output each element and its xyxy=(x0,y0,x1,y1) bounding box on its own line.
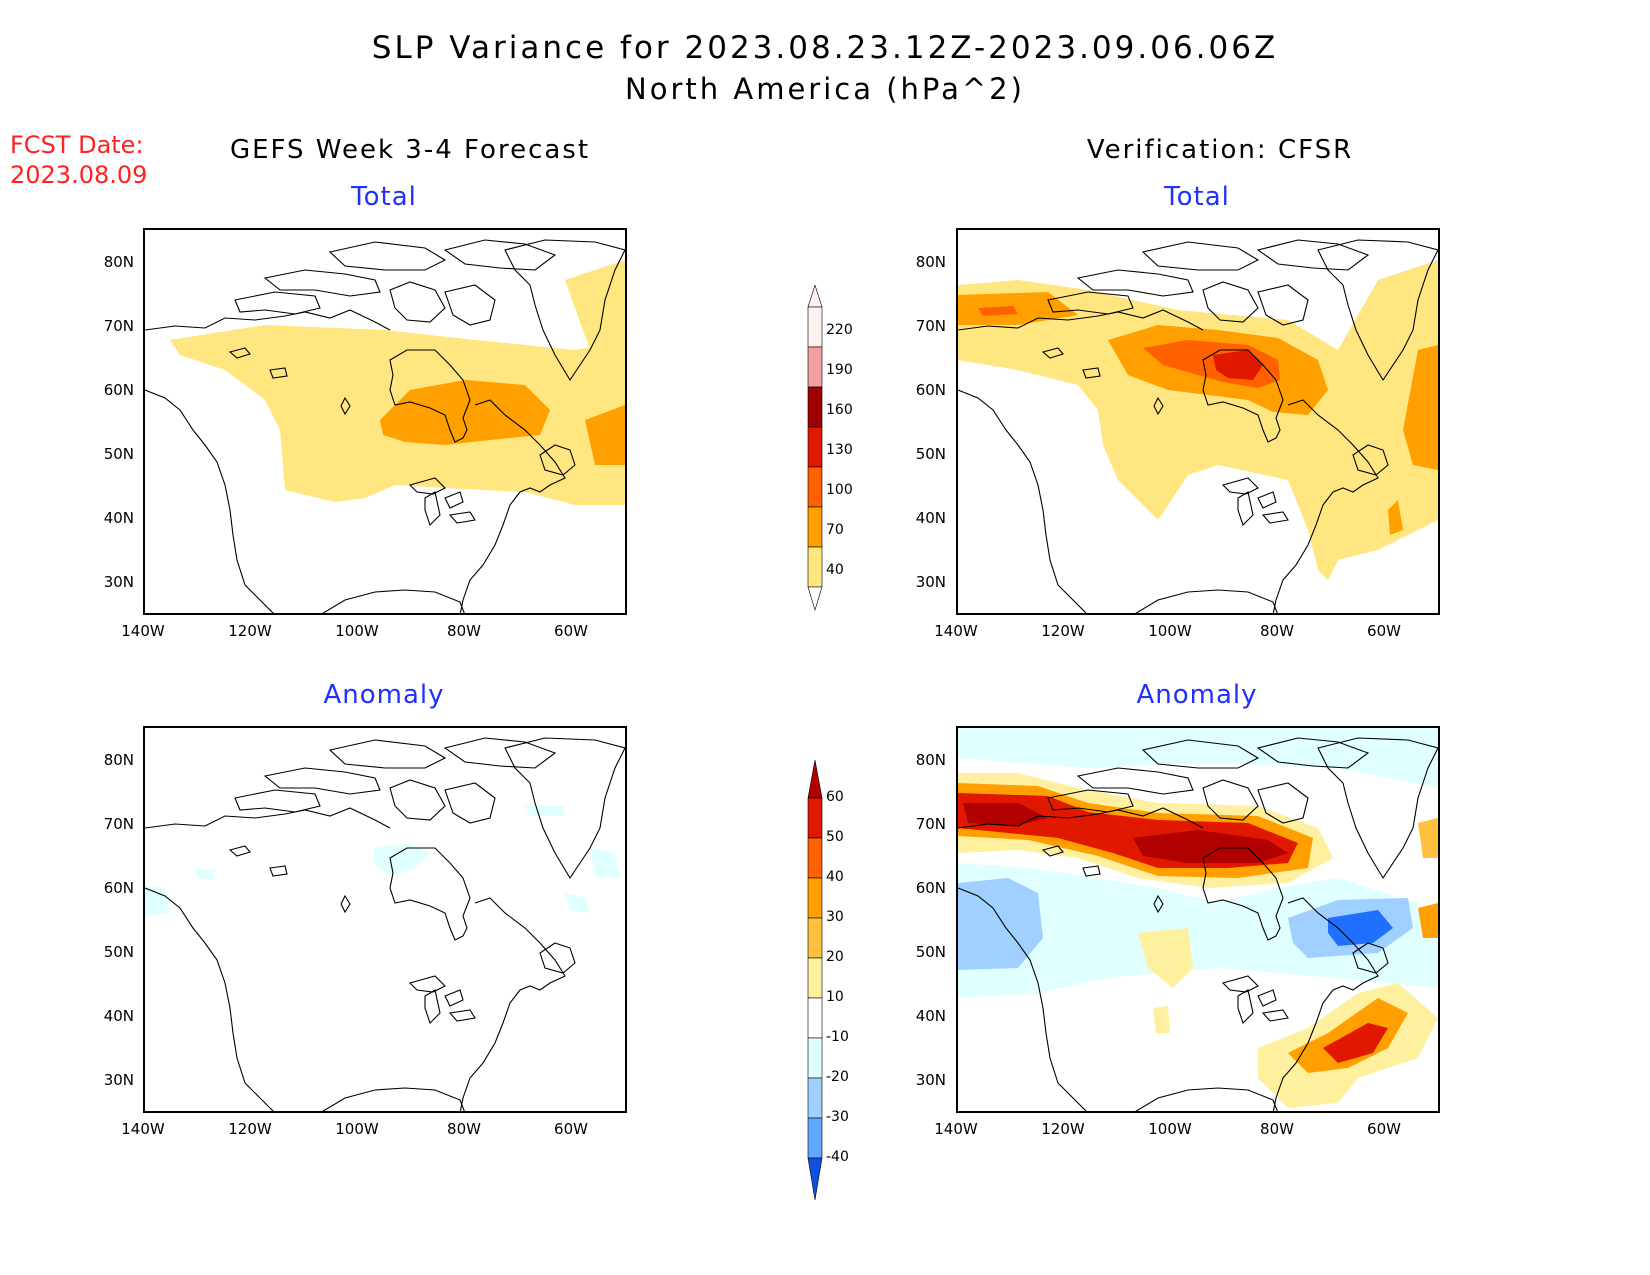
lat-label: 30N xyxy=(915,573,946,591)
lon-label: 80W xyxy=(447,622,481,640)
lat-label: 30N xyxy=(915,1071,946,1089)
fcst-date-value: 2023.08.09 xyxy=(10,161,148,189)
forecast-total-map xyxy=(143,228,627,615)
lon-label: 140W xyxy=(934,1120,978,1138)
colorbar-tick: 130 xyxy=(826,442,853,458)
colorbar-tick: 190 xyxy=(826,362,853,378)
lon-label: 100W xyxy=(1148,622,1192,640)
lat-label: 40N xyxy=(103,1007,134,1025)
lon-label: 100W xyxy=(335,1120,379,1138)
colorbar-tick: 20 xyxy=(826,949,844,965)
chart-subtitle: North America (hPa^2) xyxy=(625,72,1025,106)
lat-label: 80N xyxy=(915,751,946,769)
lon-label: 60W xyxy=(554,622,588,640)
colorbar-anomaly: 60 50 40 30 20 10 -10 -20 -30 -40 xyxy=(800,760,870,1210)
fcst-anomaly-label: Anomaly xyxy=(323,680,445,710)
lat-label: 60N xyxy=(103,879,134,897)
lon-label: 120W xyxy=(1041,622,1085,640)
lat-label: 50N xyxy=(915,943,946,961)
lon-label: 80W xyxy=(1260,1120,1294,1138)
lon-label: 60W xyxy=(1367,622,1401,640)
colorbar-total: 220 190 160 130 100 70 40 xyxy=(800,285,870,615)
verification-heading: Verification: CFSR xyxy=(1086,135,1354,165)
lon-label: 140W xyxy=(934,622,978,640)
colorbar-tick: 100 xyxy=(826,482,853,498)
lon-label: 120W xyxy=(228,1120,272,1138)
colorbar-tick: 60 xyxy=(826,789,844,805)
lat-label: 30N xyxy=(103,1071,134,1089)
fcst-date-label: FCST Date: xyxy=(10,131,144,159)
verification-total-map xyxy=(956,228,1440,615)
colorbar-tick: 40 xyxy=(826,562,844,578)
lat-label: 60N xyxy=(915,879,946,897)
lon-label: 140W xyxy=(121,622,165,640)
lon-label: 60W xyxy=(554,1120,588,1138)
colorbar-tick: 70 xyxy=(826,522,844,538)
lat-label: 80N xyxy=(103,253,134,271)
lat-label: 40N xyxy=(915,509,946,527)
lat-label: 40N xyxy=(103,509,134,527)
chart-title: SLP Variance for 2023.08.23.12Z-2023.09.… xyxy=(371,30,1279,66)
lon-label: 80W xyxy=(1260,622,1294,640)
lat-label: 50N xyxy=(103,943,134,961)
lat-label: 30N xyxy=(103,573,134,591)
colorbar-tick: -30 xyxy=(826,1109,849,1125)
verif-anomaly-label: Anomaly xyxy=(1136,680,1258,710)
colorbar-tick: -40 xyxy=(826,1149,849,1165)
colorbar-tick: -20 xyxy=(826,1069,849,1085)
forecast-heading: GEFS Week 3-4 Forecast xyxy=(229,135,591,165)
lon-label: 140W xyxy=(121,1120,165,1138)
forecast-anomaly-map xyxy=(143,726,627,1113)
lat-label: 70N xyxy=(915,815,946,833)
colorbar-tick: 50 xyxy=(826,829,844,845)
colorbar-tick: 30 xyxy=(826,909,844,925)
verif-total-label: Total xyxy=(1164,182,1230,212)
lat-label: 80N xyxy=(103,751,134,769)
colorbar-tick: 10 xyxy=(826,989,844,1005)
lat-label: 40N xyxy=(915,1007,946,1025)
colorbar-tick: 40 xyxy=(826,869,844,885)
lon-label: 120W xyxy=(1041,1120,1085,1138)
lat-label: 50N xyxy=(915,445,946,463)
lon-label: 80W xyxy=(447,1120,481,1138)
lat-label: 50N xyxy=(103,445,134,463)
lat-label: 80N xyxy=(915,253,946,271)
colorbar-tick: -10 xyxy=(826,1029,849,1045)
lon-label: 120W xyxy=(228,622,272,640)
colorbar-tick: 160 xyxy=(826,402,853,418)
lat-label: 60N xyxy=(915,381,946,399)
lat-label: 70N xyxy=(103,317,134,335)
lon-label: 60W xyxy=(1367,1120,1401,1138)
fcst-total-label: Total xyxy=(351,182,417,212)
lat-label: 70N xyxy=(103,815,134,833)
colorbar-tick: 220 xyxy=(826,322,853,338)
lat-label: 70N xyxy=(915,317,946,335)
lon-label: 100W xyxy=(335,622,379,640)
lat-label: 60N xyxy=(103,381,134,399)
verification-anomaly-map xyxy=(956,726,1440,1113)
lon-label: 100W xyxy=(1148,1120,1192,1138)
